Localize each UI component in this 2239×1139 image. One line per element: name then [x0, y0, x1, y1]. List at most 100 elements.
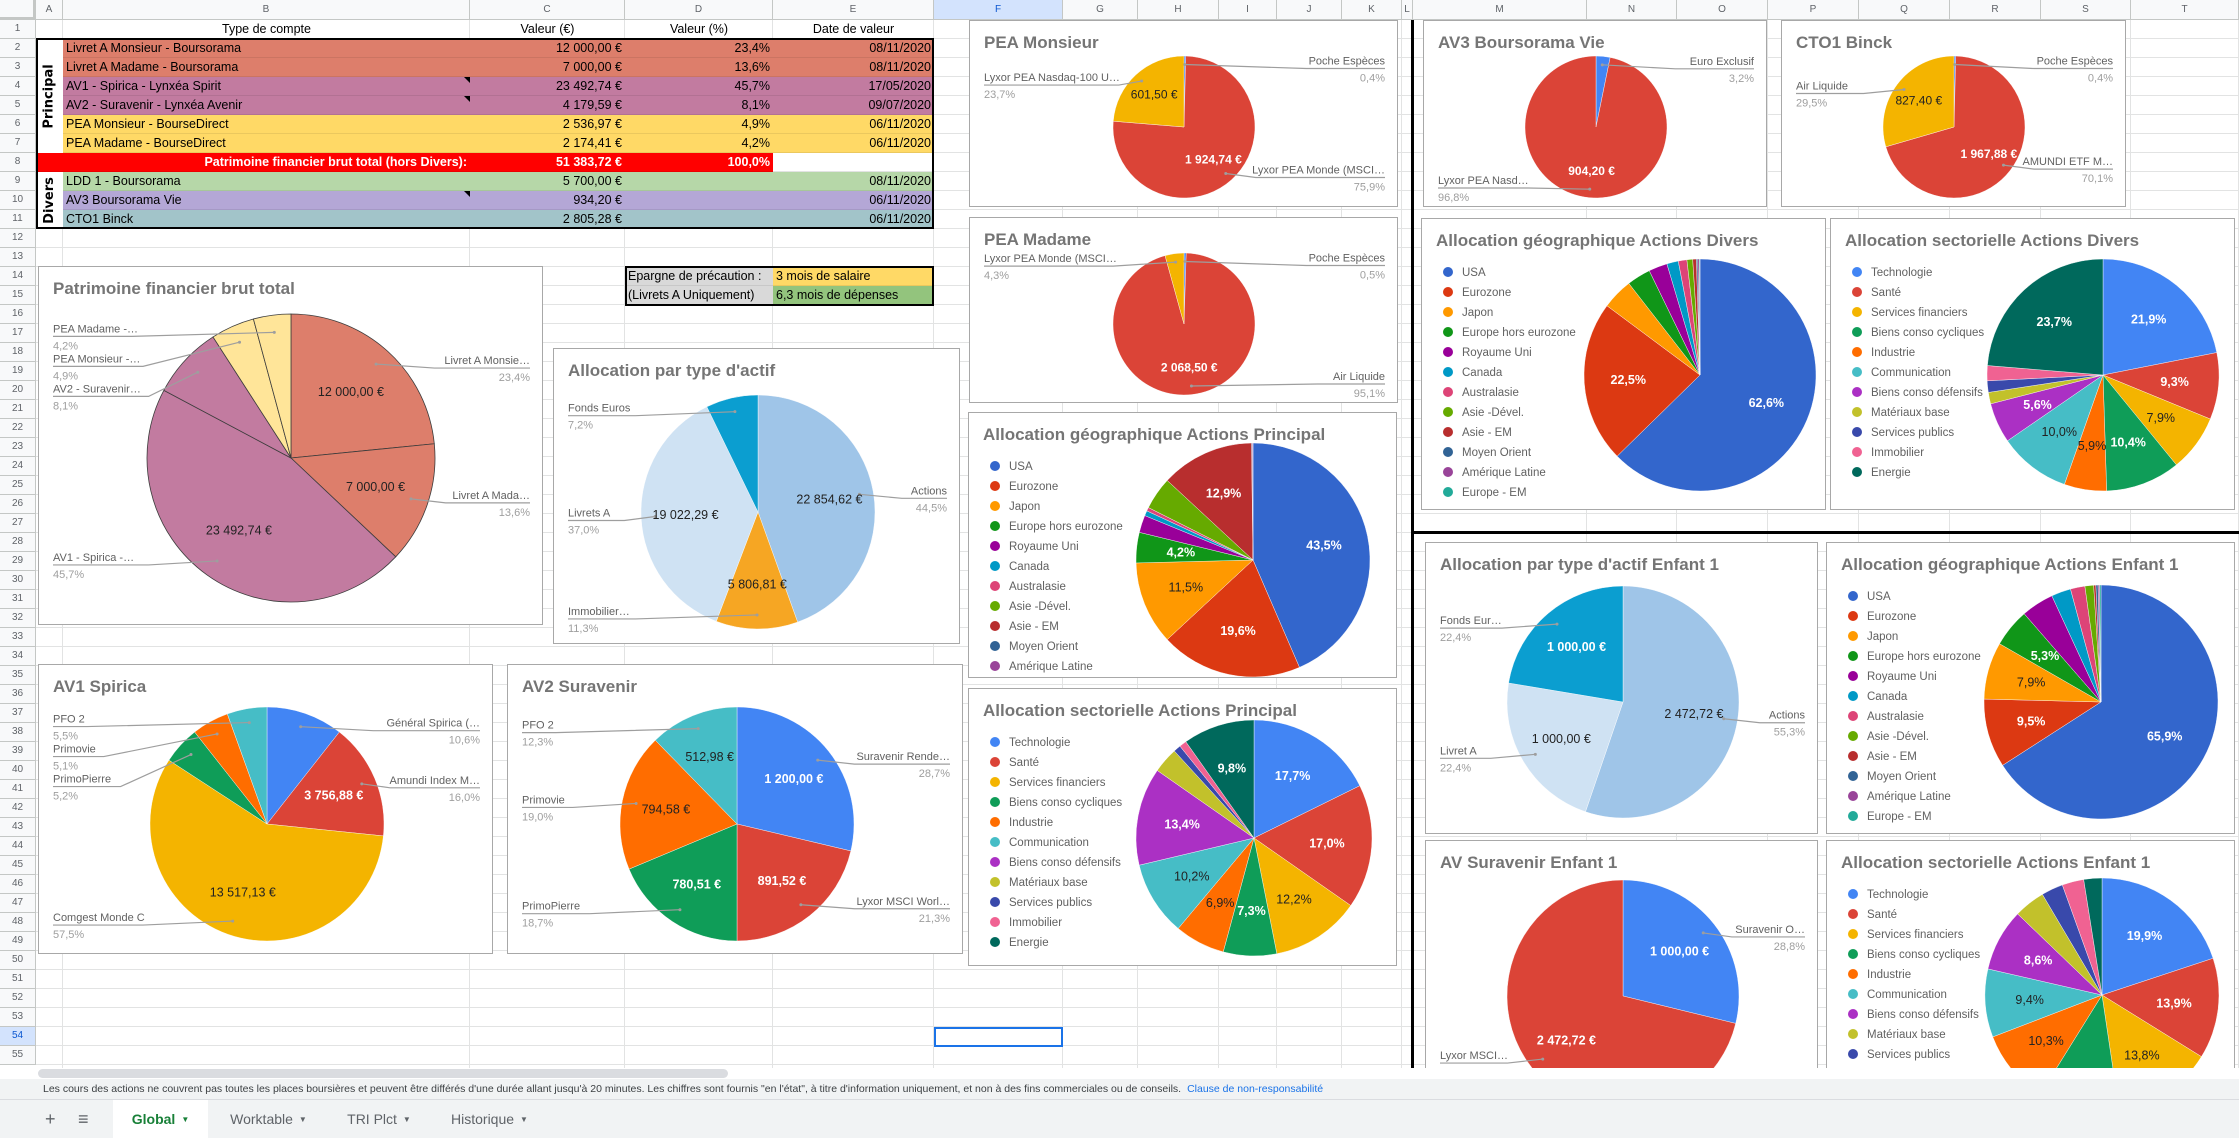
account-name[interactable]: AV3 Boursorama Vie: [63, 191, 470, 210]
row-header[interactable]: 22: [0, 419, 36, 438]
account-date[interactable]: 08/11/2020: [773, 172, 934, 191]
row-header[interactable]: 11: [0, 210, 36, 229]
legend-item[interactable]: Europe hors eurozone: [1443, 325, 1576, 341]
pie-slice[interactable]: [2083, 877, 2103, 996]
legend-item[interactable]: Japon: [990, 499, 1040, 515]
legend-item[interactable]: Moyen Orient: [1443, 445, 1531, 461]
row-header[interactable]: 28: [0, 533, 36, 552]
account-value[interactable]: 2 174,41 €: [470, 134, 625, 153]
legend-item[interactable]: Immobilier: [1852, 445, 1924, 461]
column-header-e[interactable]: E: [773, 0, 934, 20]
legend-item[interactable]: Japon: [1848, 629, 1898, 645]
legend-item[interactable]: Biens conso cycliques: [990, 795, 1122, 811]
pie-slice[interactable]: [266, 706, 340, 825]
row-header[interactable]: 54: [0, 1027, 36, 1046]
legend-item[interactable]: Australasie: [990, 579, 1066, 595]
comment-indicator-icon[interactable]: [464, 96, 470, 102]
pie-slice[interactable]: [736, 823, 852, 942]
row-header[interactable]: 2: [0, 39, 36, 58]
tab-worktable[interactable]: Worktable ▼: [208, 1100, 329, 1138]
account-name[interactable]: PEA Monsieur - BourseDirect: [63, 115, 470, 134]
pie-slice[interactable]: [252, 313, 292, 459]
account-name[interactable]: PEA Madame - BourseDirect: [63, 134, 470, 153]
pie-slice[interactable]: [2002, 584, 2219, 820]
legend-item[interactable]: Communication: [1852, 365, 1951, 381]
row-header[interactable]: 46: [0, 875, 36, 894]
pie-slice[interactable]: [1113, 55, 1185, 128]
row-header[interactable]: 27: [0, 514, 36, 533]
legend-item[interactable]: Asie -Dével.: [990, 599, 1071, 615]
legend-item[interactable]: Royaume Uni: [1848, 669, 1937, 685]
legend-item[interactable]: Industrie: [990, 815, 1053, 831]
row-header[interactable]: 45: [0, 856, 36, 875]
row-header[interactable]: 48: [0, 913, 36, 932]
legend-item[interactable]: Santé: [1852, 285, 1901, 301]
row-header[interactable]: 50: [0, 951, 36, 970]
column-title[interactable]: Date de valeur: [773, 20, 934, 39]
account-name[interactable]: LDD 1 - Boursorama: [63, 172, 470, 191]
column-header-l[interactable]: L: [1402, 0, 1413, 20]
pie-slice[interactable]: [2101, 877, 2214, 996]
account-value[interactable]: 4 179,59 €: [470, 96, 625, 115]
legend-item[interactable]: Industrie: [1848, 967, 1911, 983]
total-percent[interactable]: 100,0%: [625, 153, 773, 172]
row-header[interactable]: 15: [0, 286, 36, 305]
legend-item[interactable]: Services publics: [1848, 1047, 1950, 1063]
column-header-m[interactable]: M: [1413, 0, 1587, 20]
total-value[interactable]: 51 383,72 €: [470, 153, 625, 172]
pie-slice[interactable]: [628, 823, 738, 942]
plus-icon[interactable]: +: [45, 1109, 56, 1129]
legend-item[interactable]: Services financiers: [1848, 927, 1964, 943]
select-all-corner[interactable]: [0, 0, 36, 20]
column-header-n[interactable]: N: [1587, 0, 1677, 20]
chart-pea-madame[interactable]: PEA Madame Lyxor PEA Monde (MSCI… 4,3% Poch…: [969, 217, 1398, 403]
row-header[interactable]: 1: [0, 20, 36, 39]
account-percent[interactable]: [625, 210, 773, 229]
account-value[interactable]: 934,20 €: [470, 191, 625, 210]
account-date[interactable]: 06/11/2020: [773, 191, 934, 210]
tab-historique[interactable]: Historique ▼: [429, 1100, 550, 1138]
account-date[interactable]: 08/11/2020: [773, 39, 934, 58]
row-header[interactable]: 42: [0, 799, 36, 818]
legend-item[interactable]: Moyen Orient: [990, 639, 1078, 655]
pie-slice[interactable]: [736, 706, 855, 852]
pie-slice[interactable]: [2007, 374, 2104, 485]
row-header[interactable]: 49: [0, 932, 36, 951]
row-header[interactable]: 25: [0, 476, 36, 495]
pie-slice[interactable]: [2101, 958, 2220, 1057]
pie-slice[interactable]: [1135, 559, 1254, 640]
legend-item[interactable]: USA: [1848, 589, 1891, 605]
account-percent[interactable]: [625, 172, 773, 191]
horizontal-scrollbar[interactable]: [38, 1069, 728, 1078]
row-header[interactable]: 40: [0, 761, 36, 780]
chart-patrimoine-total[interactable]: Patrimoine financier brut total PEA Madam…: [38, 266, 543, 625]
chart-av1-spirica[interactable]: AV1 Spirica PFO 2 5,5% Primovie 5,1% PrimoPie…: [38, 664, 493, 954]
tab-tri-plct[interactable]: TRI Plct ▼: [329, 1100, 429, 1138]
legend-item[interactable]: Biens conso défensifs: [1848, 1007, 1979, 1023]
legend-item[interactable]: Santé: [990, 755, 1039, 771]
legend-item[interactable]: Amérique Latine: [1848, 789, 1951, 805]
selected-cell[interactable]: [934, 1027, 1063, 1047]
pie-slice[interactable]: [1506, 879, 1736, 1068]
pie-slice[interactable]: [290, 313, 435, 459]
column-header-f[interactable]: F: [934, 0, 1063, 20]
row-header[interactable]: 12: [0, 229, 36, 248]
row-header[interactable]: 39: [0, 742, 36, 761]
row-header[interactable]: 43: [0, 818, 36, 837]
legend-item[interactable]: Communication: [990, 835, 1089, 851]
pie-slice[interactable]: [2102, 374, 2177, 492]
column-header-q[interactable]: Q: [1859, 0, 1950, 20]
tab-global[interactable]: Global ▼: [113, 1100, 208, 1138]
pie-slice[interactable]: [266, 731, 385, 837]
account-percent[interactable]: 23,4%: [625, 39, 773, 58]
pie-slice[interactable]: [716, 511, 798, 630]
legend-item[interactable]: Australasie: [1848, 709, 1924, 725]
row-header[interactable]: 6: [0, 115, 36, 134]
pie-slice[interactable]: [1508, 585, 1624, 703]
pie-slice[interactable]: [640, 406, 759, 622]
account-date[interactable]: 17/05/2020: [773, 77, 934, 96]
legend-item[interactable]: Eurozone: [990, 479, 1058, 495]
column-header-p[interactable]: P: [1768, 0, 1859, 20]
legend-item[interactable]: Europe hors eurozone: [1848, 649, 1981, 665]
legend-item[interactable]: Europe - EM: [1848, 809, 1932, 825]
